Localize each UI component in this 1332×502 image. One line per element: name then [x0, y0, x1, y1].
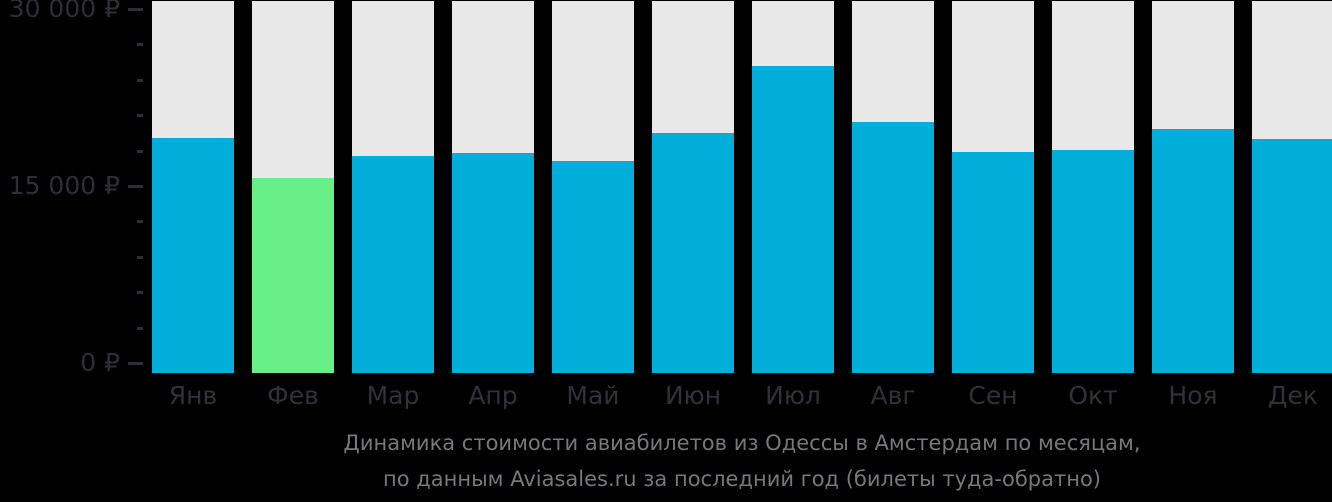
bar-fill-Янв	[152, 138, 234, 373]
bar-column-10	[1152, 1, 1234, 373]
x-axis-label-11: Дек	[1267, 381, 1318, 410]
x-axis-label-2: Мар	[366, 381, 420, 410]
caption-line-2: по данным Aviasales.ru за последний год …	[383, 467, 1101, 491]
bar-column-8	[952, 1, 1034, 373]
bar-column-9	[1052, 1, 1134, 373]
x-axis-label-6: Июл	[765, 381, 821, 410]
bar-fill-Июн	[652, 133, 734, 373]
y-axis-label: 0 ₽	[80, 348, 120, 377]
y-axis-major-tick	[128, 8, 143, 11]
bar-fill-Окт	[1052, 150, 1134, 373]
bar-fill-Авг	[852, 122, 934, 373]
chart-caption: Динамика стоимости авиабилетов из Одессы…	[152, 430, 1332, 502]
bar-fill-Мар	[352, 156, 434, 373]
plot-area	[152, 1, 1332, 373]
bar-column-4	[552, 1, 634, 373]
caption-line-1: Динамика стоимости авиабилетов из Одессы…	[343, 431, 1141, 455]
bar-column-3	[452, 1, 534, 373]
y-axis-label: 15 000 ₽	[8, 171, 120, 200]
x-axis-label-1: Фев	[267, 381, 319, 410]
x-axis-label-10: Ноя	[1168, 381, 1218, 410]
bar-column-11	[1252, 1, 1332, 373]
y-axis-minor-tick	[137, 43, 143, 47]
y-axis-minor-tick	[137, 326, 143, 330]
bar-fill-Апр	[452, 153, 534, 373]
bar-column-5	[652, 1, 734, 373]
y-axis-major-tick	[128, 362, 143, 365]
y-axis-major-tick	[128, 185, 143, 188]
bar-fill-Фев	[252, 178, 334, 373]
x-axis-label-3: Апр	[468, 381, 518, 410]
y-axis-minor-tick	[137, 220, 143, 224]
y-axis-label: 30 000 ₽	[8, 0, 120, 23]
bar-column-1	[252, 1, 334, 373]
y-axis: 0 ₽ 15 000 ₽ 30 000 ₽	[0, 0, 152, 402]
bar-fill-Май	[552, 161, 634, 373]
bar-fill-Сен	[952, 152, 1034, 373]
x-axis-label-9: Окт	[1068, 381, 1118, 410]
bar-fill-Июл	[752, 66, 834, 373]
bar-column-6	[752, 1, 834, 373]
y-axis-minor-tick	[137, 78, 143, 82]
bar-column-2	[352, 1, 434, 373]
x-axis-label-7: Авг	[870, 381, 916, 410]
x-axis-label-0: Янв	[168, 381, 218, 410]
bar-column-0	[152, 1, 234, 373]
y-axis-minor-tick	[137, 149, 143, 153]
y-axis-minor-tick	[137, 291, 143, 295]
y-axis-minor-tick	[137, 114, 143, 118]
y-axis-minor-tick	[137, 255, 143, 259]
bar-fill-Ноя	[1152, 129, 1234, 373]
x-axis-label-8: Сен	[968, 381, 1018, 410]
x-axis-label-4: Май	[566, 381, 620, 410]
x-axis-label-5: Июн	[664, 381, 722, 410]
x-axis-labels: Янв Фев Мар Апр Май Июн Июл Авг Сен Окт Ноя Дек	[152, 380, 1332, 412]
bar-fill-Дек	[1252, 139, 1332, 373]
bar-column-7	[852, 1, 934, 373]
